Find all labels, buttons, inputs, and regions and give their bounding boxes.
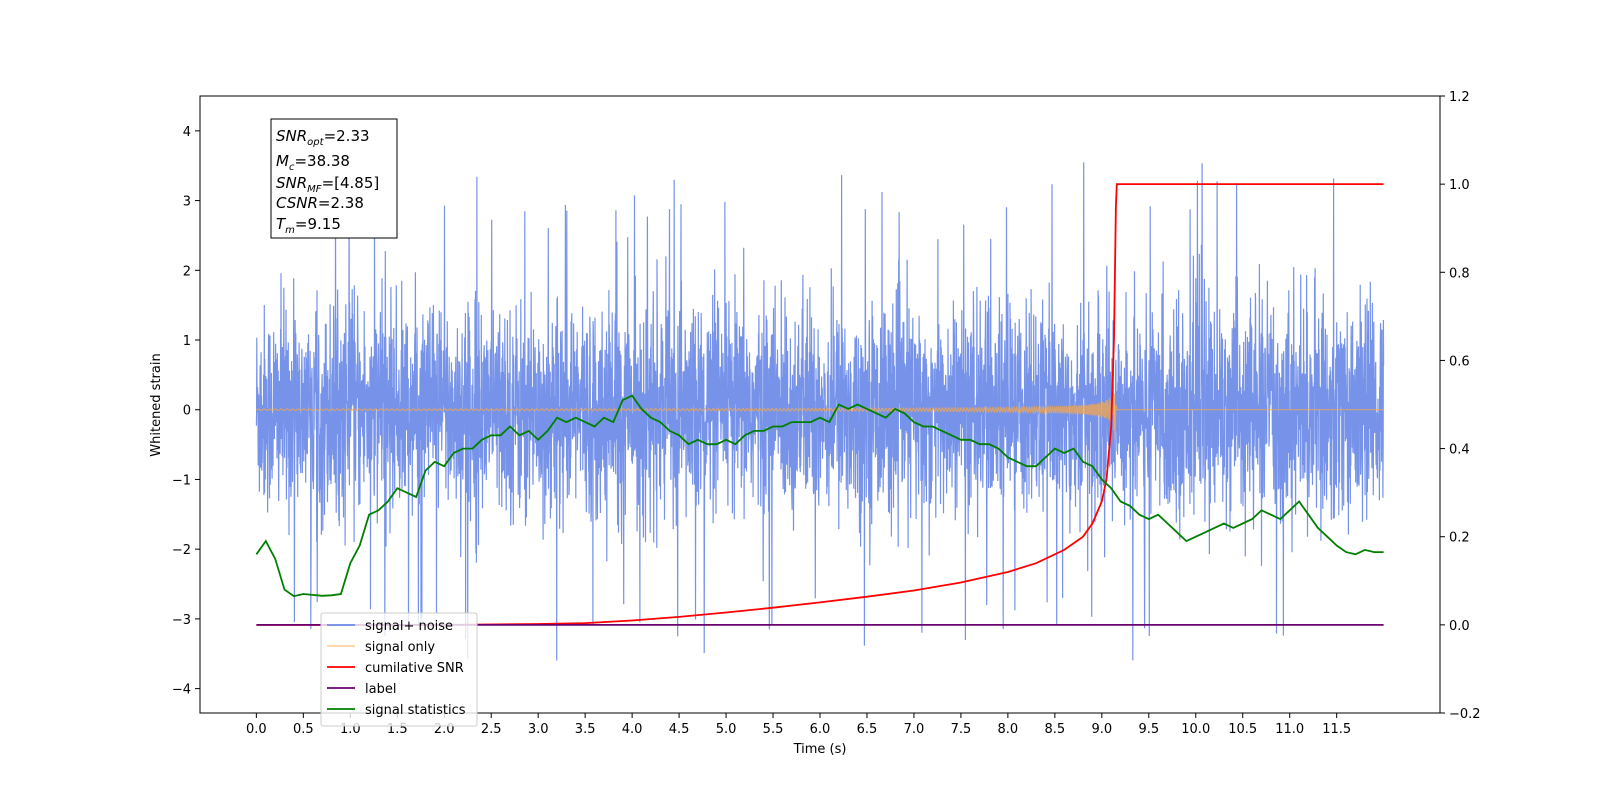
x-tick-label: 5.0 — [716, 722, 737, 737]
series-signal-noise — [255, 160, 1385, 661]
y2-tick-label: 1.0 — [1449, 178, 1470, 193]
y2-tick-label: 1.2 — [1449, 90, 1470, 105]
y-axis-right: 1.2 1.0 0.8 0.6 0.4 0.2 0.0 −0.2 — [1440, 90, 1481, 722]
x-tick-label: 2.5 — [481, 722, 502, 737]
y2-tick-label: 0.8 — [1449, 266, 1470, 281]
info-csnr: CSNR=2.38 — [276, 194, 364, 212]
y-tick-label: 2 — [183, 264, 191, 279]
y-tick-label: −3 — [172, 613, 191, 628]
x-tick-label: 8.0 — [998, 722, 1019, 737]
x-tick-label: 9.5 — [1138, 722, 1159, 737]
legend-entry: label — [365, 682, 396, 697]
y-tick-label: 3 — [183, 195, 191, 210]
y-tick-label: −2 — [172, 543, 191, 558]
x-tick-label: 6.0 — [810, 722, 831, 737]
x-tick-label: 0.5 — [293, 722, 314, 737]
x-tick-label: 11.5 — [1322, 722, 1351, 737]
y-tick-label: 0 — [183, 404, 191, 419]
legend-entry: signal statistics — [365, 703, 466, 718]
y-axis-left: 4 3 2 1 0 −1 −2 −3 −4 — [172, 125, 200, 698]
series-signal-only — [255, 394, 1384, 440]
info-box: SNRopt=2.33 Mc=38.38 SNRMF=[4.85] CSNR=2… — [270, 118, 398, 239]
info-box-frame — [270, 118, 398, 239]
x-tick-label: 0.0 — [246, 722, 267, 737]
series-cumilative-snr — [256, 183, 1384, 626]
y2-tick-label: 0.4 — [1449, 443, 1470, 458]
y-tick-label: 4 — [183, 125, 191, 140]
x-tick-label: 8.5 — [1045, 722, 1066, 737]
x-tick-label: 10.5 — [1228, 722, 1257, 737]
x-tick-label: 6.5 — [857, 722, 878, 737]
y2-tick-label: −0.2 — [1449, 707, 1481, 722]
info-snr-mf: SNRMF=[4.85] — [276, 174, 379, 195]
series-signal-statistics — [255, 394, 1384, 598]
x-tick-label: 3.5 — [575, 722, 596, 737]
x-tick-label: 9.0 — [1091, 722, 1112, 737]
x-tick-label: 4.5 — [669, 722, 690, 737]
info-tm: Tm=9.15 — [276, 215, 341, 236]
y-tick-label: 1 — [183, 334, 191, 349]
y-tick-label: −4 — [172, 683, 191, 698]
x-tick-label: 4.0 — [622, 722, 643, 737]
y2-tick-label: 0.0 — [1449, 619, 1470, 634]
legend: signal+ noise signal only cumilative SNR la… — [320, 612, 478, 727]
info-mc: Mc=38.38 — [276, 152, 350, 173]
x-tick-label: 7.0 — [904, 722, 925, 737]
legend-entry: signal+ noise — [365, 619, 453, 634]
y-tick-label: −1 — [172, 473, 191, 488]
x-tick-label: 11.0 — [1275, 722, 1304, 737]
legend-entry: cumilative SNR — [365, 661, 464, 676]
y2-tick-label: 0.6 — [1449, 354, 1470, 369]
x-tick-label: 3.0 — [528, 722, 549, 737]
x-tick-label: 10.0 — [1181, 722, 1210, 737]
series-layer — [255, 160, 1385, 661]
x-axis-label: Time (s) — [793, 742, 847, 757]
info-snr-opt: SNRopt=2.33 — [276, 127, 370, 148]
x-tick-label: 5.5 — [763, 722, 784, 737]
y-axis-label: Whitened strain — [149, 353, 164, 456]
legend-frame — [320, 612, 478, 727]
y2-tick-label: 0.2 — [1449, 531, 1470, 546]
legend-entry: signal only — [365, 640, 435, 655]
x-tick-label: 7.5 — [951, 722, 972, 737]
